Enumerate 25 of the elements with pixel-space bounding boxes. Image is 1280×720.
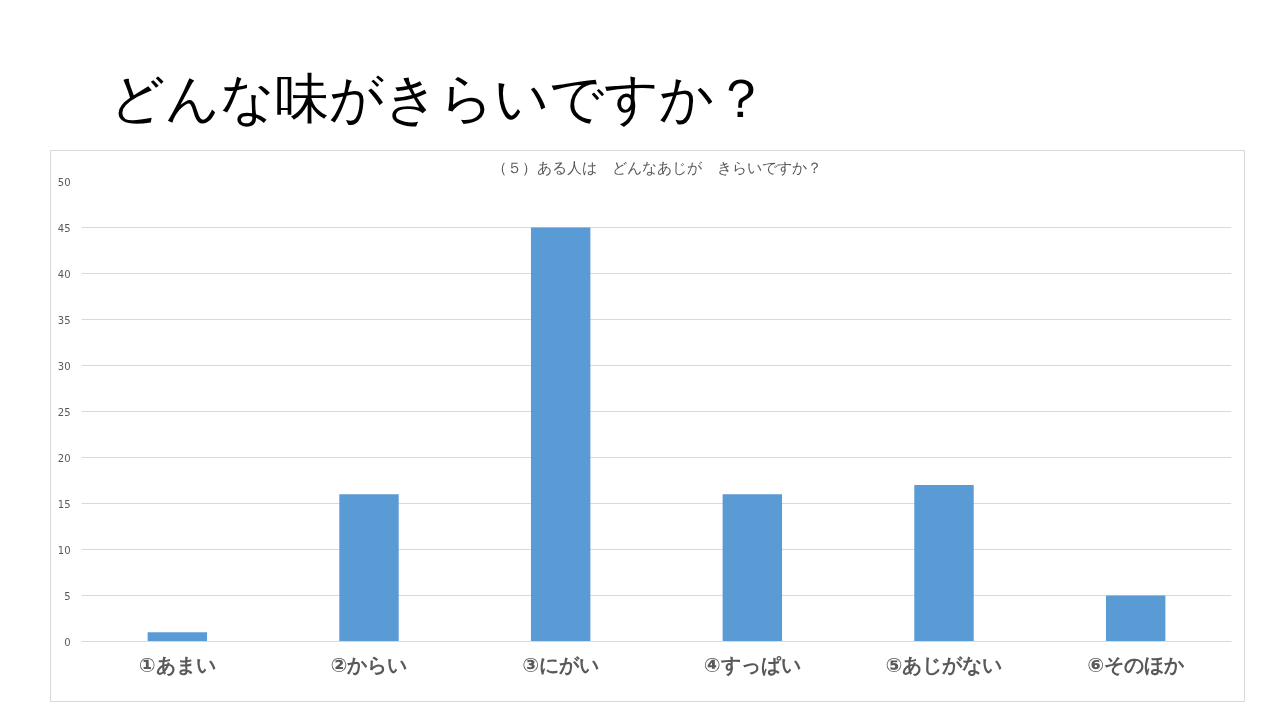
- chart-title: どんな味がきらいですか？: [110, 66, 768, 132]
- x-tick-label: ②からい: [330, 652, 408, 677]
- bar: [147, 632, 208, 642]
- bar: [1105, 595, 1166, 642]
- y-tick-label: 25: [57, 406, 71, 418]
- y-tick-label: 30: [57, 360, 71, 372]
- x-tick-label: ⑤あじがない: [885, 652, 1003, 677]
- y-tick-label: 45: [57, 222, 71, 234]
- x-tick-label: ①あまい: [138, 652, 216, 677]
- y-tick-label: 5: [64, 590, 71, 602]
- chart-subtitle: （５）ある人は どんなあじが きらいですか？: [491, 158, 822, 177]
- y-tick-label: 20: [57, 452, 71, 464]
- y-tick-label: 50: [57, 176, 71, 188]
- bar: [339, 494, 399, 642]
- y-tick-label: 35: [57, 314, 71, 326]
- bar: [722, 494, 783, 642]
- x-tick-label: ④すっぱい: [703, 652, 801, 677]
- y-tick-label: 0: [64, 636, 71, 648]
- bar: [914, 485, 974, 642]
- y-tick-label: 40: [57, 268, 71, 280]
- x-tick-label: ③にがい: [522, 652, 600, 677]
- y-tick-label: 10: [57, 544, 71, 556]
- y-tick-label: 15: [57, 498, 71, 510]
- bar: [530, 227, 591, 642]
- x-tick-label: ⑥そのほか: [1087, 652, 1186, 677]
